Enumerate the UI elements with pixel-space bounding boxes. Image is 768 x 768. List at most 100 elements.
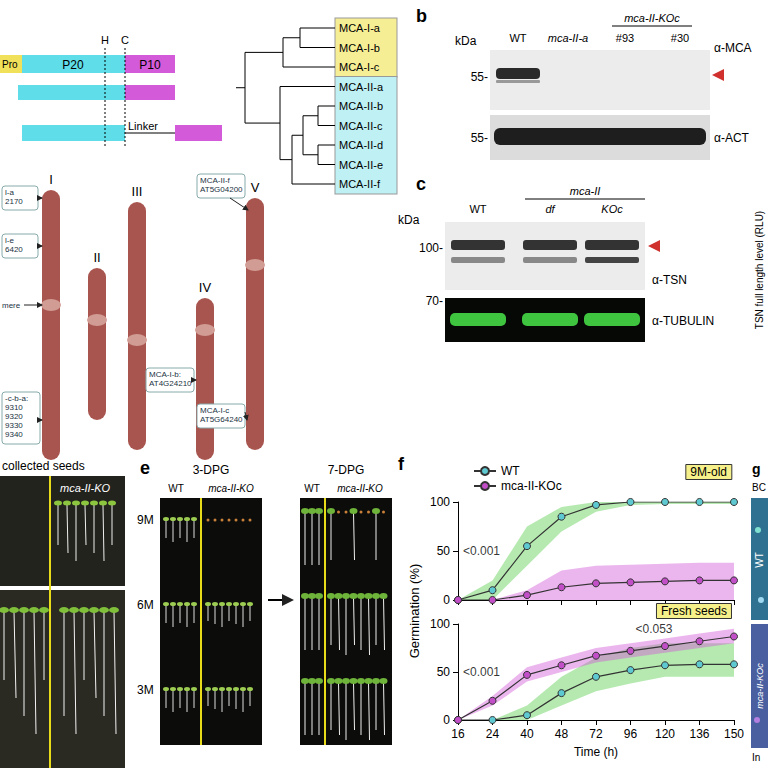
svg-text:TSN full length level (RLU): TSN full length level (RLU): [754, 211, 765, 329]
svg-text:Germination (%): Germination (%): [407, 564, 422, 659]
svg-text:55-: 55-: [471, 131, 488, 145]
svg-text:120: 120: [655, 727, 675, 741]
svg-text:Pro: Pro: [2, 59, 18, 70]
svg-text:WT: WT: [754, 552, 765, 568]
svg-text:l-e: l-e: [5, 236, 14, 245]
svg-text:48: 48: [555, 727, 569, 741]
svg-text:6420: 6420: [5, 245, 23, 254]
svg-text:mca-II-KO: mca-II-KO: [60, 482, 111, 494]
svg-text:9M: 9M: [137, 513, 154, 527]
svg-text:MCA-II-c: MCA-II-c: [339, 120, 383, 132]
svg-text:α-ACT: α-ACT: [714, 131, 750, 145]
svg-text:P10: P10: [139, 58, 161, 72]
svg-text:III: III: [132, 184, 143, 199]
svg-text:24: 24: [486, 727, 500, 741]
svg-text:AT5G04200: AT5G04200: [200, 185, 243, 194]
svg-text:c: c: [416, 174, 426, 194]
svg-text:9330: 9330: [5, 421, 23, 430]
svg-text:MCA-II-f: MCA-II-f: [200, 176, 231, 185]
svg-text:MCA-II-e: MCA-II-e: [339, 159, 383, 171]
svg-text:f: f: [398, 454, 405, 474]
svg-text:-c-b-a:: -c-b-a:: [5, 394, 28, 403]
svg-text:Linker: Linker: [128, 120, 158, 132]
svg-text:mca-II-a: mca-II-a: [548, 32, 588, 44]
svg-text:2170: 2170: [5, 197, 23, 206]
svg-text:100-: 100-: [419, 241, 443, 255]
svg-text:<0.001: <0.001: [463, 544, 500, 558]
svg-text:MCA-I-b:: MCA-I-b:: [149, 370, 181, 379]
svg-text:mca-II-KOc: mca-II-KOc: [755, 663, 765, 709]
svg-text:72: 72: [589, 727, 603, 741]
svg-text:V: V: [251, 180, 260, 195]
svg-text:AT5G64240: AT5G64240: [200, 415, 243, 424]
svg-text:70-: 70-: [426, 294, 443, 308]
svg-text:136: 136: [689, 727, 709, 741]
svg-text:MCA-II-d: MCA-II-d: [339, 139, 383, 151]
svg-text:Time (h): Time (h): [574, 745, 618, 759]
svg-text:MCA-II-a: MCA-II-a: [339, 81, 384, 93]
svg-text:BC: BC: [752, 482, 766, 493]
svg-text:9310: 9310: [5, 403, 23, 412]
svg-text:I: I: [49, 172, 53, 187]
svg-text:H: H: [101, 34, 109, 46]
svg-text:55-: 55-: [471, 70, 488, 84]
svg-text:WT: WT: [168, 483, 184, 494]
svg-text:#30: #30: [671, 32, 689, 44]
svg-text:WT: WT: [509, 32, 526, 44]
svg-text:AT4G24210: AT4G24210: [149, 379, 192, 388]
svg-text:50: 50: [437, 544, 451, 558]
svg-text:g: g: [752, 461, 761, 477]
svg-text:MCA-II-f: MCA-II-f: [339, 178, 381, 190]
svg-text:40: 40: [520, 727, 534, 741]
svg-text:mca-II: mca-II: [570, 185, 601, 197]
svg-text:P20: P20: [62, 58, 84, 72]
svg-text:<0.053: <0.053: [636, 622, 673, 636]
svg-text:mca-II-KOc: mca-II-KOc: [624, 12, 680, 24]
svg-text:kDa: kDa: [398, 213, 420, 227]
svg-text:MCA-I-c: MCA-I-c: [200, 406, 229, 415]
svg-text:#93: #93: [616, 32, 634, 44]
svg-text:100: 100: [430, 617, 450, 631]
svg-text:MCA-I-a: MCA-I-a: [339, 22, 381, 34]
svg-text:α-TSN: α-TSN: [652, 273, 687, 287]
svg-text:150: 150: [724, 727, 744, 741]
svg-text:C: C: [121, 34, 129, 46]
svg-text:96: 96: [624, 727, 638, 741]
svg-text:mca-II-KO: mca-II-KO: [208, 483, 254, 494]
svg-text:3-DPG: 3-DPG: [193, 463, 230, 477]
svg-text:mere: mere: [2, 301, 21, 310]
svg-text:0: 0: [443, 713, 450, 727]
svg-text:9M-old: 9M-old: [690, 465, 727, 479]
svg-text:df: df: [545, 203, 555, 215]
svg-text:mca-II-KO: mca-II-KO: [337, 483, 383, 494]
svg-text:II: II: [93, 250, 100, 265]
svg-text:α-MCA: α-MCA: [714, 41, 752, 55]
svg-text:3M: 3M: [137, 683, 154, 697]
svg-text:mca-II-KOc: mca-II-KOc: [501, 479, 562, 493]
svg-text:MCA-I-b: MCA-I-b: [339, 42, 380, 54]
svg-text:kDa: kDa: [455, 34, 477, 48]
svg-text:collected seeds: collected seeds: [2, 459, 85, 473]
svg-text:KOc: KOc: [601, 203, 623, 215]
svg-text:16: 16: [451, 727, 465, 741]
svg-text:50: 50: [437, 665, 451, 679]
svg-text:100: 100: [430, 495, 450, 509]
svg-text:Fresh seeds: Fresh seeds: [661, 604, 727, 618]
svg-text:e: e: [140, 458, 150, 478]
svg-text:WT: WT: [501, 464, 520, 478]
svg-text:α-TUBULIN: α-TUBULIN: [652, 314, 714, 328]
svg-text:<0.001: <0.001: [463, 665, 500, 679]
svg-text:9340: 9340: [5, 430, 23, 439]
svg-text:b: b: [416, 6, 427, 26]
svg-text:WT: WT: [304, 483, 320, 494]
svg-text:9320: 9320: [5, 412, 23, 421]
svg-text:7-DPG: 7-DPG: [328, 463, 365, 477]
svg-text:0: 0: [443, 593, 450, 607]
svg-text:WT: WT: [469, 203, 486, 215]
svg-text:6M: 6M: [137, 598, 154, 612]
svg-text:IV: IV: [199, 280, 212, 295]
svg-text:l-a: l-a: [5, 188, 14, 197]
svg-text:MCA-II-b: MCA-II-b: [339, 100, 383, 112]
svg-text:In: In: [752, 752, 760, 763]
svg-text:MCA-I-c: MCA-I-c: [339, 61, 380, 73]
